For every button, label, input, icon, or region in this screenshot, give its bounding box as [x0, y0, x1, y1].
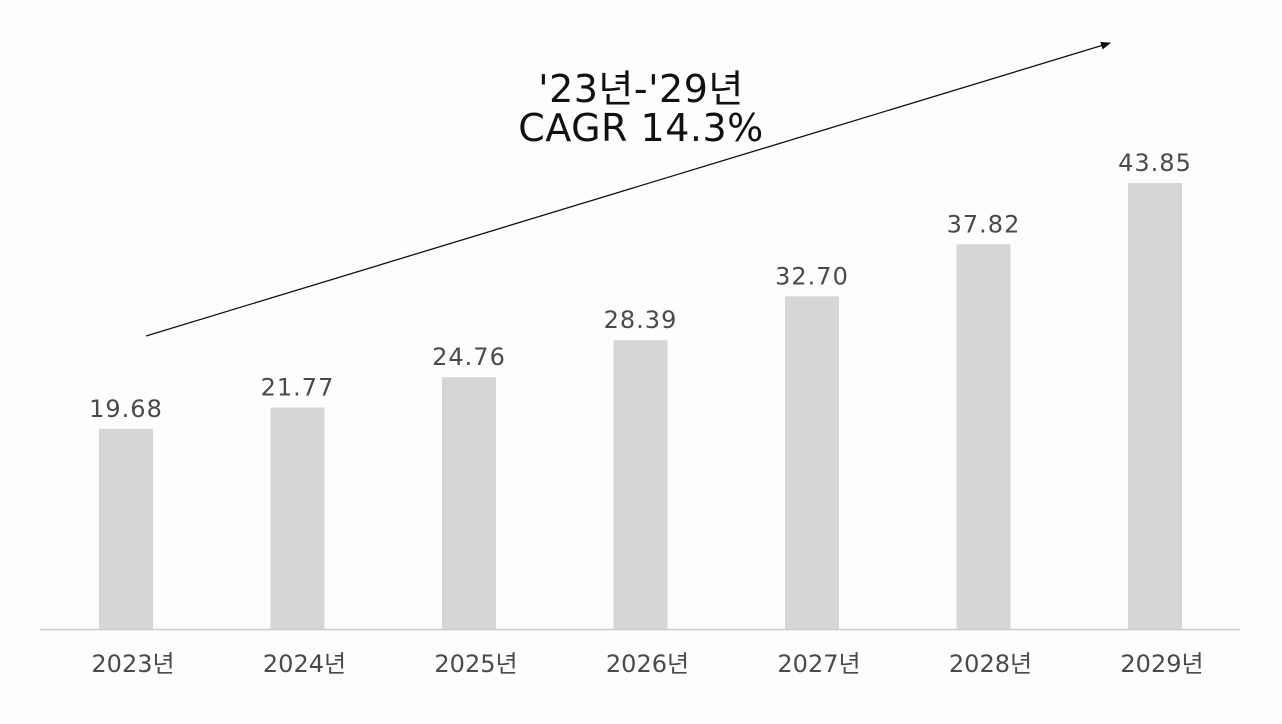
- cagr-period-label: '23년-'29년: [538, 67, 744, 111]
- bar-2026년: [613, 340, 668, 629]
- x-tick-label: 2023년: [91, 650, 174, 678]
- data-label: 24.76: [432, 343, 506, 371]
- data-label: 21.77: [261, 374, 335, 402]
- data-label: 28.39: [604, 306, 678, 334]
- bar-2027년: [785, 296, 839, 629]
- x-tick-label: 2028년: [949, 650, 1032, 678]
- data-label: 43.85: [1118, 149, 1192, 177]
- bar-2029년: [1128, 183, 1182, 629]
- cagr-annotation: '23년-'29년 CAGR 14.3%: [381, 0, 901, 160]
- cagr-value-label: CAGR 14.3%: [518, 106, 764, 150]
- x-tick-label: 2024년: [263, 650, 346, 678]
- bar-2024년: [270, 407, 325, 629]
- data-label: 37.82: [947, 210, 1021, 238]
- x-tick-label: 2025년: [434, 650, 517, 678]
- data-label: 32.70: [775, 262, 849, 290]
- bar-2023년: [99, 428, 153, 629]
- trend-arrow-icon: [145, 41, 1111, 337]
- x-tick-label: 2027년: [777, 650, 860, 678]
- x-tick-label: 2026년: [606, 650, 689, 678]
- data-label: 19.68: [89, 395, 163, 423]
- x-tick-label: 2029년: [1120, 650, 1203, 678]
- bar-2028년: [956, 244, 1011, 629]
- bar-2025년: [442, 377, 496, 629]
